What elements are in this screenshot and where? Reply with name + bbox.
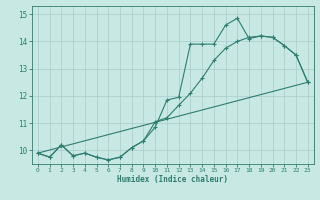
X-axis label: Humidex (Indice chaleur): Humidex (Indice chaleur) [117,175,228,184]
